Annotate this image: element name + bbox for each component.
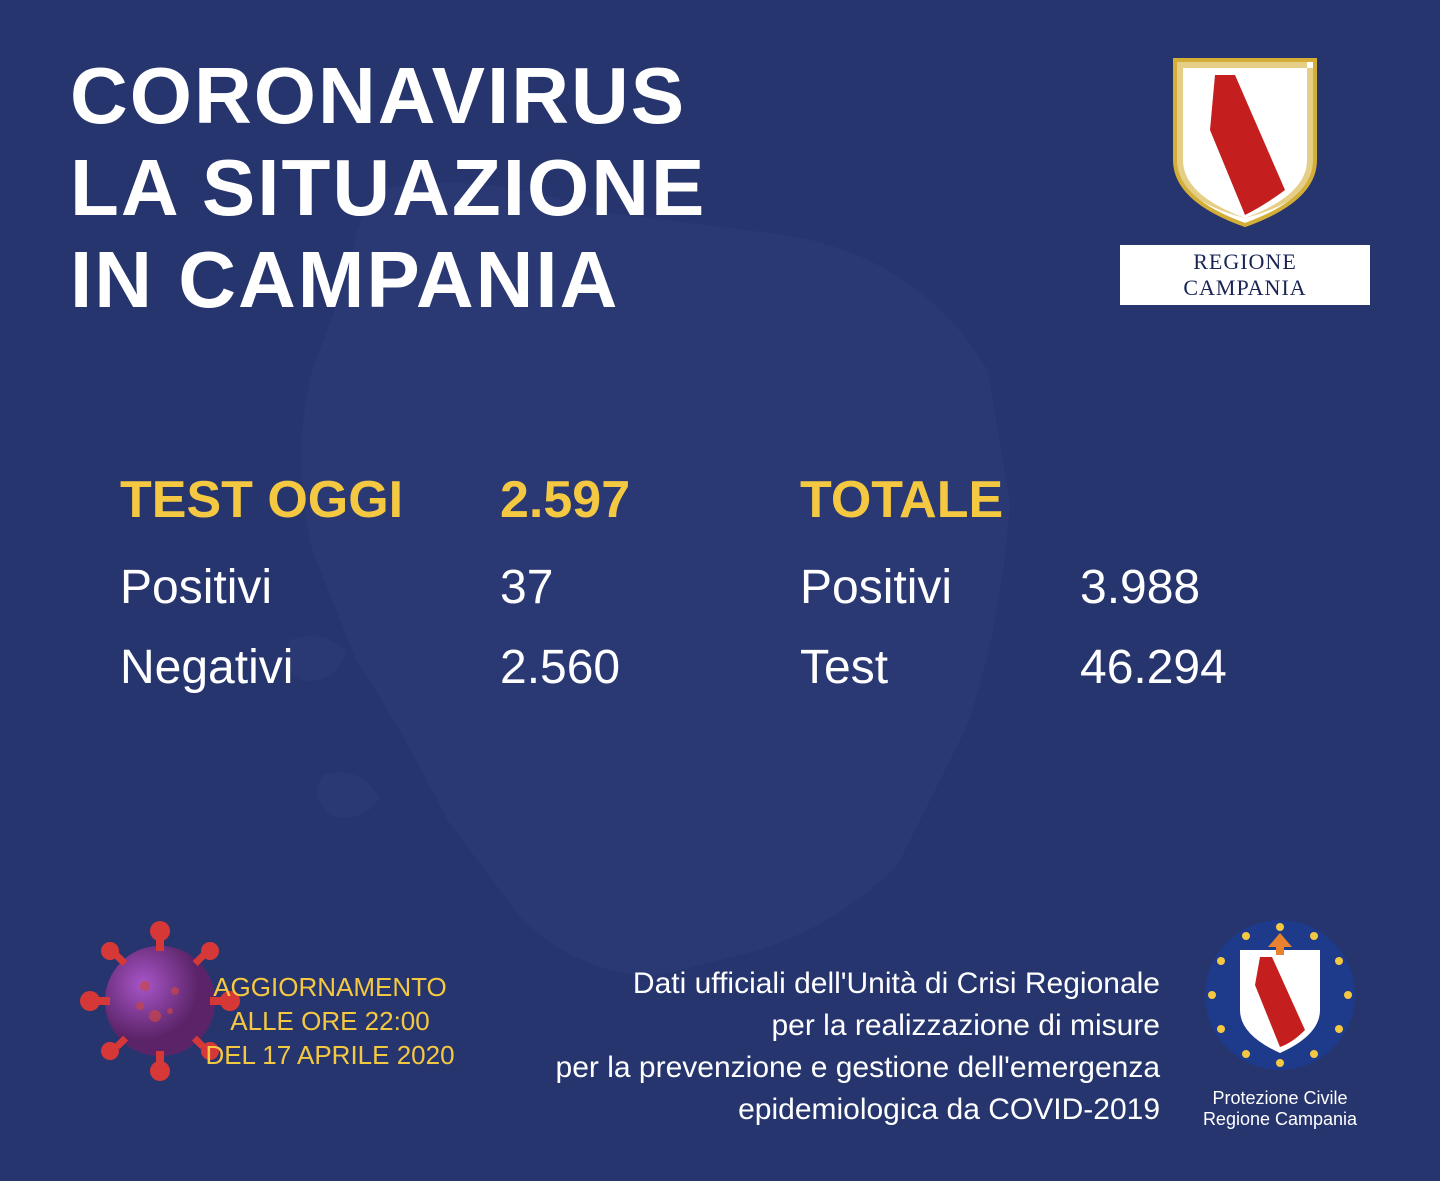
today-positivi-label: Positivi (120, 560, 500, 615)
title-line-1: CORONAVIRUS (70, 50, 706, 142)
today-header-value: 2.597 (500, 470, 800, 530)
update-line-1: AGGIORNAMENTO (190, 971, 470, 1005)
update-line-3: DEL 17 APRILE 2020 (190, 1039, 470, 1073)
today-negativi-value: 2.560 (500, 640, 800, 695)
update-line-2: ALLE ORE 22:00 (190, 1005, 470, 1039)
title-line-3: IN CAMPANIA (70, 234, 706, 326)
today-negativi-label: Negativi (120, 640, 500, 695)
source-line-2: per la realizzazione di misure (430, 1005, 1160, 1047)
campania-shield-icon (1165, 50, 1325, 230)
total-test-label: Test (800, 640, 1080, 695)
total-positivi-value: 3.988 (1080, 560, 1370, 615)
region-logo: REGIONE CAMPANIA (1120, 50, 1370, 305)
region-logo-label: REGIONE CAMPANIA (1120, 245, 1370, 305)
virus-section: AGGIORNAMENTO ALLE ORE 22:00 DEL 17 APRI… (70, 911, 430, 1131)
protezione-civile-icon (1200, 915, 1360, 1075)
protezione-line-1: Protezione Civile (1190, 1088, 1370, 1110)
today-positivi-value: 37 (500, 560, 800, 615)
source-section: Dati ufficiali dell'Unità di Crisi Regio… (430, 915, 1370, 1131)
total-header-label: TOTALE (800, 470, 1370, 530)
total-positivi-label: Positivi (800, 560, 1080, 615)
protezione-line-2: Regione Campania (1190, 1109, 1370, 1131)
data-total: TOTALE Positivi 3.988 Test 46.294 (800, 470, 1370, 720)
source-line-3: per la prevenzione e gestione dell'emerg… (430, 1047, 1160, 1089)
source-line-1: Dati ufficiali dell'Unità di Crisi Regio… (430, 963, 1160, 1005)
total-test-value: 46.294 (1080, 640, 1370, 695)
data-today: TEST OGGI 2.597 Positivi 37 Negativi 2.5… (120, 470, 800, 720)
today-header-label: TEST OGGI (120, 470, 500, 530)
data-section: TEST OGGI 2.597 Positivi 37 Negativi 2.5… (120, 470, 1370, 720)
update-text: AGGIORNAMENTO ALLE ORE 22:00 DEL 17 APRI… (190, 971, 470, 1072)
source-text: Dati ufficiali dell'Unità di Crisi Regio… (430, 963, 1160, 1131)
header-title: CORONAVIRUS LA SITUAZIONE IN CAMPANIA (70, 50, 706, 326)
title-line-2: LA SITUAZIONE (70, 142, 706, 234)
protezione-civile-logo: Protezione Civile Regione Campania (1190, 915, 1370, 1131)
footer: AGGIORNAMENTO ALLE ORE 22:00 DEL 17 APRI… (70, 911, 1370, 1131)
source-line-4: epidemiologica da COVID-2019 (430, 1089, 1160, 1131)
